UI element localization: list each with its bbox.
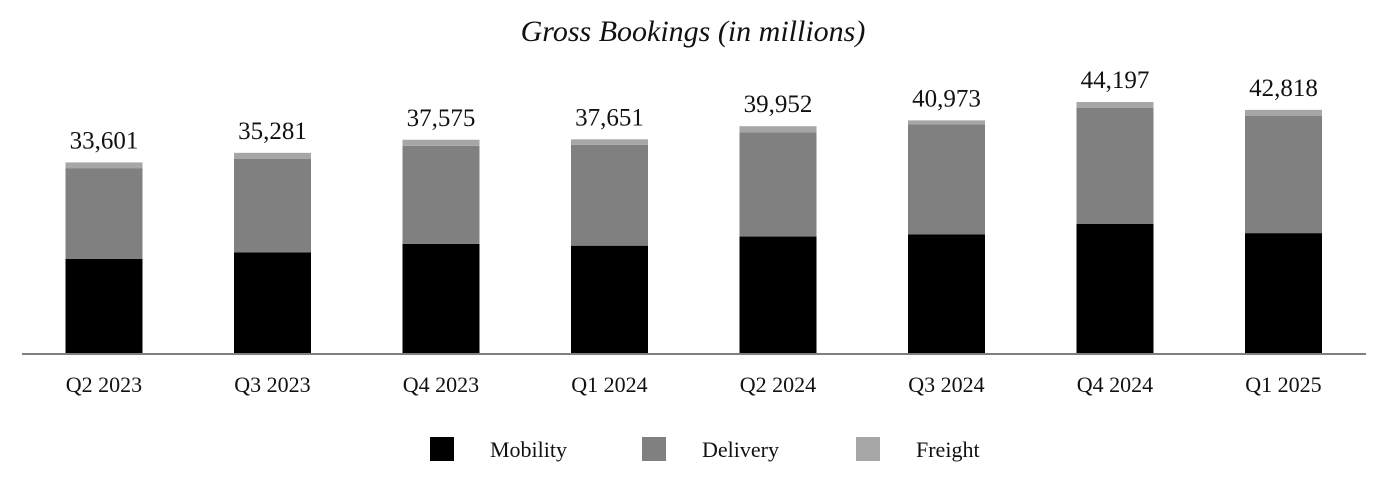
bar-mobility-q4-2024: [1076, 224, 1154, 354]
bar-freight-q2-2023: [65, 162, 143, 169]
total-label-q4-2023: 37,575: [407, 105, 476, 132]
bar-mobility-q4-2023: [402, 243, 480, 354]
bar-mobility-q1-2025: [1245, 233, 1322, 354]
labels-layer: 33,601 Q2 2023 35,281 Q3 2023 37,575 Q4 2023 3…: [66, 67, 1322, 397]
total-label-q1-2024: 37,651: [575, 104, 644, 131]
bar-mobility-q2-2023: [65, 258, 143, 354]
total-label-q3-2024: 40,973: [912, 85, 981, 112]
bar-freight-q1-2025: [1245, 109, 1322, 116]
legend-label-mobility: Mobility: [490, 437, 567, 462]
x-tick-label-q1-2024: Q1 2024: [571, 372, 647, 397]
x-tick-label-q4-2024: Q4 2024: [1077, 372, 1153, 397]
bar-freight-q3-2023: [234, 152, 311, 160]
bar-mobility-q2-2024: [739, 236, 817, 354]
bar-delivery-q4-2024: [1076, 107, 1154, 225]
legend-swatch-mobility: [430, 437, 454, 461]
bar-delivery-q1-2025: [1245, 115, 1322, 234]
legend: Mobility Delivery Freight: [430, 437, 980, 462]
bar-freight-q4-2023: [402, 139, 480, 146]
x-tick-label-q1-2025: Q1 2025: [1245, 372, 1321, 397]
bar-freight-q2-2024: [739, 126, 817, 133]
bar-mobility-q3-2024: [908, 234, 985, 354]
bar-delivery-q4-2023: [402, 145, 480, 244]
bar-delivery-q1-2024: [571, 144, 648, 246]
total-label-q2-2023: 33,601: [70, 127, 139, 154]
bar-freight-q1-2024: [571, 139, 648, 145]
bar-freight-q4-2024: [1076, 102, 1154, 108]
bar-freight-q3-2024: [908, 120, 985, 125]
legend-swatch-freight: [856, 437, 880, 461]
chart-title: Gross Bookings (in millions): [520, 15, 866, 48]
x-tick-label-q3-2023: Q3 2023: [234, 372, 310, 397]
legend-label-delivery: Delivery: [702, 437, 779, 462]
bar-delivery-q2-2023: [65, 168, 143, 259]
bar-mobility-q3-2023: [234, 252, 311, 354]
legend-label-freight: Freight: [916, 437, 980, 462]
bar-delivery-q2-2024: [739, 132, 817, 237]
legend-swatch-delivery: [642, 437, 666, 461]
total-label-q2-2024: 39,952: [744, 91, 813, 118]
total-label-q3-2023: 35,281: [238, 118, 307, 145]
x-tick-label-q2-2023: Q2 2023: [66, 372, 142, 397]
bar-mobility-q1-2024: [571, 245, 648, 354]
bar-delivery-q3-2023: [234, 159, 311, 253]
bar-delivery-q3-2024: [908, 124, 985, 235]
bars-layer: [65, 102, 1322, 354]
x-tick-label-q4-2023: Q4 2023: [403, 372, 479, 397]
x-tick-label-q3-2024: Q3 2024: [908, 372, 984, 397]
total-label-q4-2024: 44,197: [1081, 67, 1150, 94]
total-label-q1-2025: 42,818: [1249, 75, 1318, 102]
x-tick-label-q2-2024: Q2 2024: [740, 372, 816, 397]
